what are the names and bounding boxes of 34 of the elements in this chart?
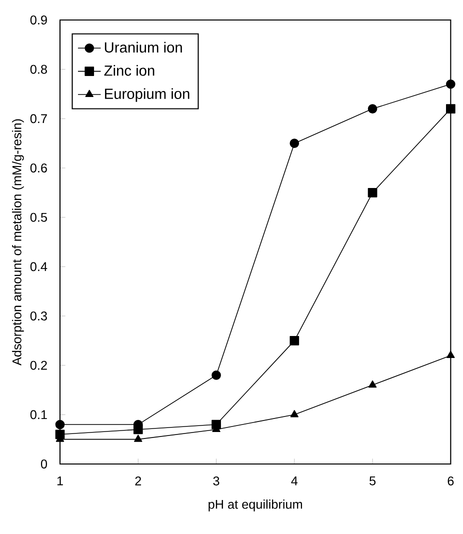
point <box>446 104 456 114</box>
y-tick-label: 0.8 <box>30 64 47 74</box>
x-tick-label: 5 <box>370 476 376 486</box>
point <box>290 336 300 346</box>
point <box>290 138 300 148</box>
point <box>212 370 221 380</box>
y-tick-label: 0.3 <box>30 312 47 320</box>
point <box>446 79 456 89</box>
y-axis-title: Adsorption amount of metalion (mM/g-resin) <box>12 119 24 366</box>
x-tick-label: 4 <box>291 476 298 486</box>
y-tick-label: 0 <box>40 460 48 468</box>
legend-label: Europium ion <box>105 88 190 102</box>
x-tick-label: 2 <box>135 476 142 486</box>
x-axis-title: pH at equilibrium <box>208 500 302 512</box>
y-tick-label: 0.6 <box>30 164 47 172</box>
legend-label: Zinc ion <box>104 65 154 76</box>
point <box>290 410 298 418</box>
x-tick-label: 6 <box>448 476 454 486</box>
point <box>446 350 455 358</box>
y-tick-label: 0.7 <box>30 114 47 124</box>
point <box>55 420 65 430</box>
point <box>368 380 377 388</box>
point <box>368 188 378 198</box>
x-tick-label: 1 <box>57 476 63 486</box>
legend-label: Uranium ion <box>104 42 182 53</box>
y-tick-label: 0.2 <box>30 360 47 370</box>
x-tick-label: 3 <box>213 476 220 486</box>
point <box>368 104 378 114</box>
y-tick-label: 0.9 <box>30 16 47 24</box>
y-tick-label: 0.5 <box>30 212 47 222</box>
y-tick-label: 0.4 <box>30 262 48 272</box>
y-tick-label: 0.1 <box>30 410 47 420</box>
point <box>134 434 142 442</box>
point <box>133 424 143 434</box>
